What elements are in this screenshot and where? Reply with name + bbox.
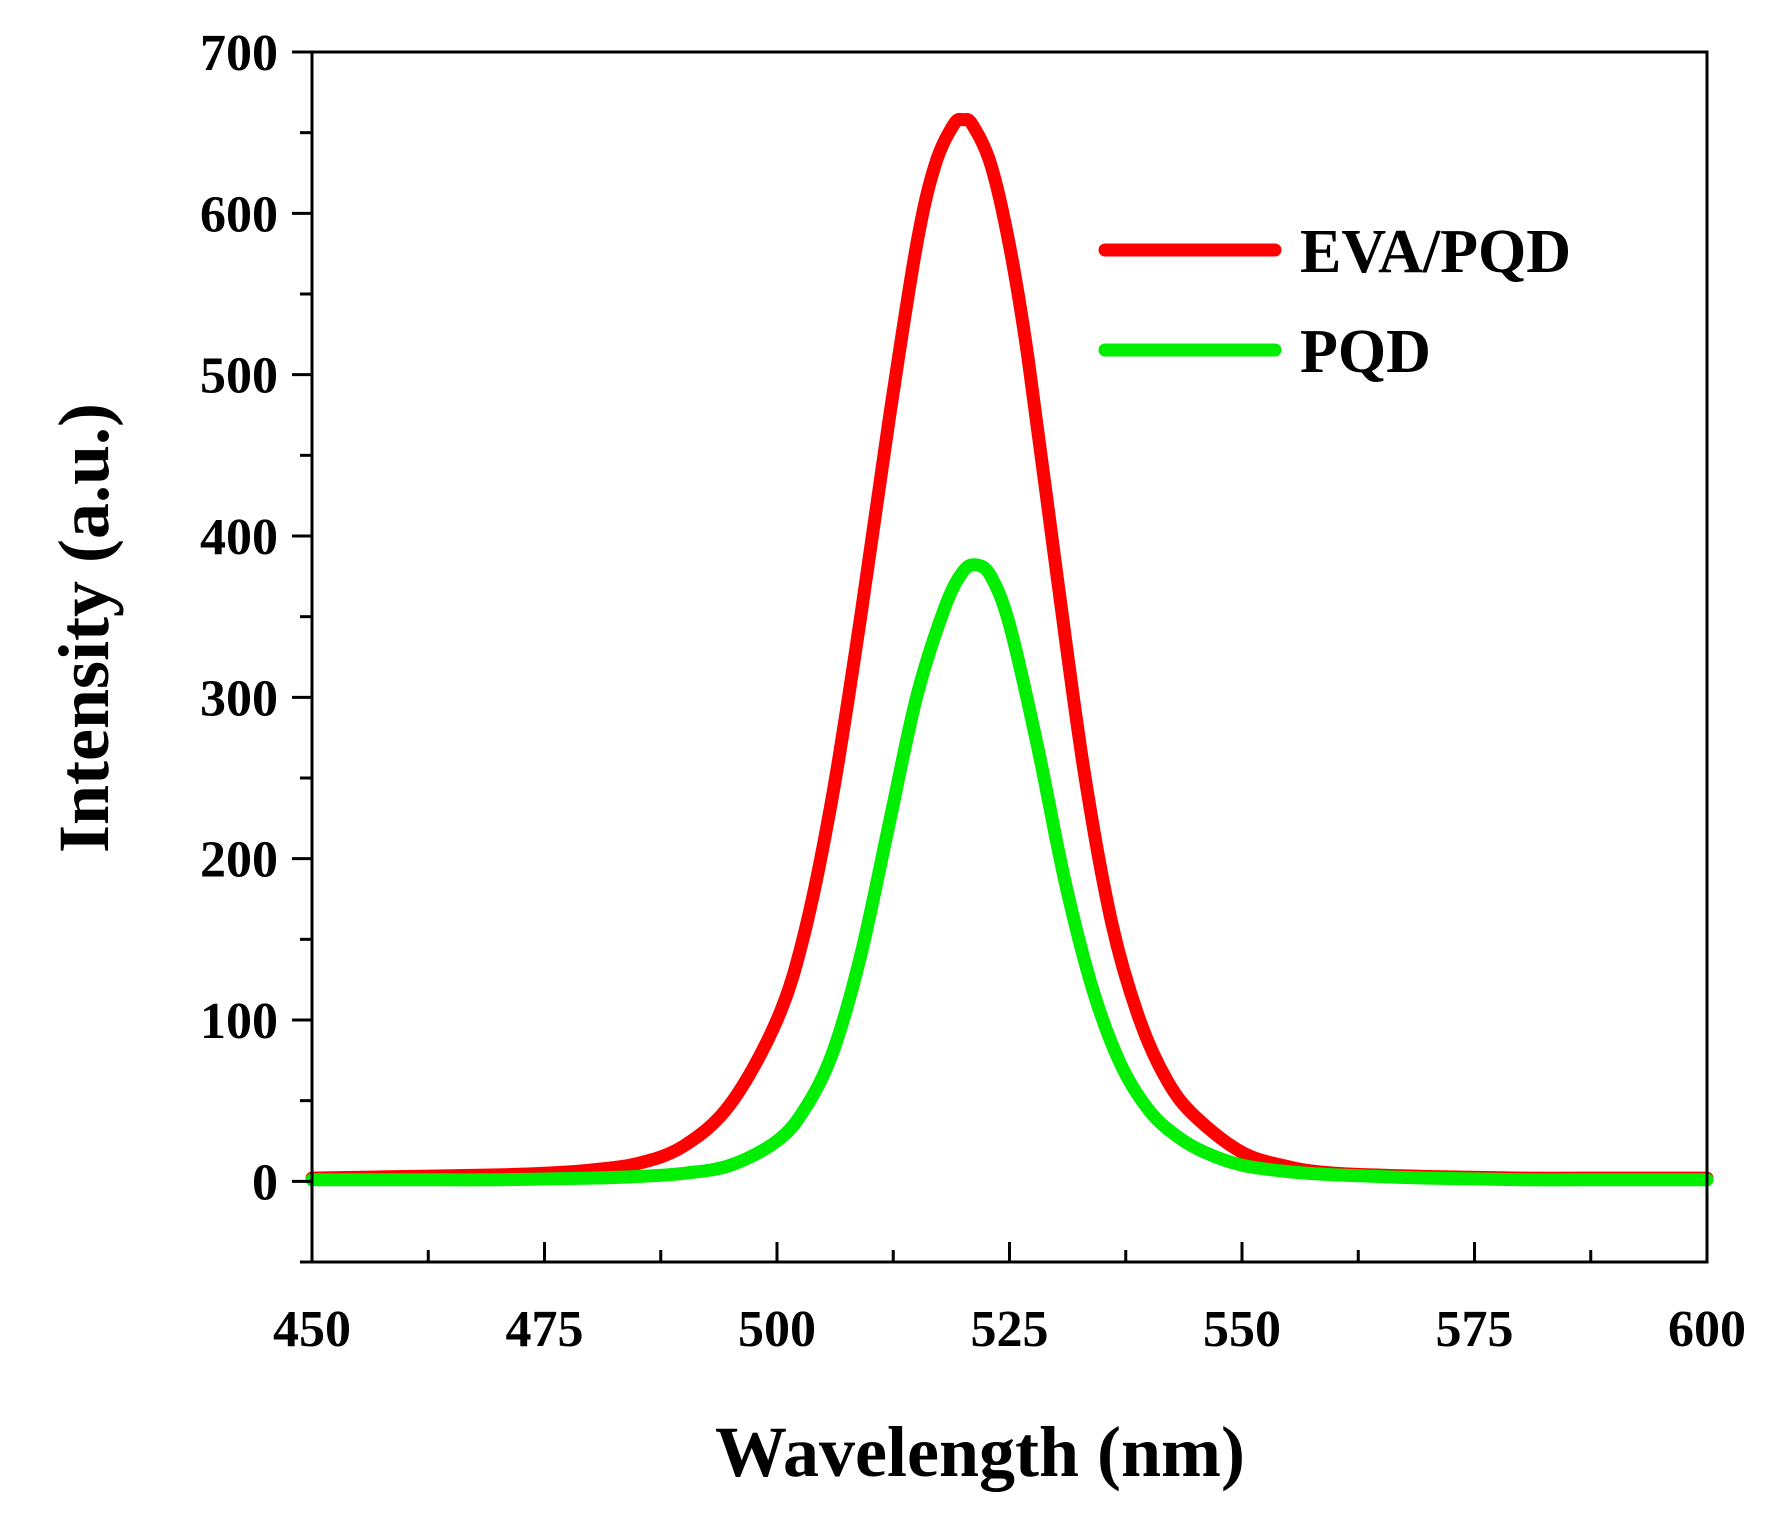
y-axis-title: Intensity (a.u.)	[44, 403, 124, 853]
legend-label-eva-pqd: EVA/PQD	[1300, 218, 1571, 286]
y-tick-label: 100	[200, 993, 278, 1050]
y-tick-label: 700	[200, 25, 278, 82]
x-axis-title: Wavelength (nm)	[715, 1412, 1245, 1492]
x-tick-label: 575	[1436, 1301, 1514, 1358]
legend: EVA/PQD PQD	[1098, 218, 1571, 386]
legend-label-pqd: PQD	[1300, 318, 1431, 386]
x-tick-label: 600	[1668, 1301, 1746, 1358]
series-line-pqd	[305, 558, 1714, 1187]
series-line-eva-pqd	[305, 112, 1714, 1185]
y-tick-label: 0	[252, 1154, 278, 1211]
x-tick-label: 450	[273, 1301, 351, 1358]
x-tick-label: 550	[1203, 1301, 1281, 1358]
y-tick-label: 200	[200, 832, 278, 889]
x-tick-label: 525	[971, 1301, 1049, 1358]
x-tick-label: 500	[738, 1301, 816, 1358]
y-tick-label: 600	[200, 186, 278, 243]
x-tick-label: 475	[506, 1301, 584, 1358]
y-tick-label: 400	[200, 509, 278, 566]
y-tick-label: 500	[200, 348, 278, 405]
y-tick-label: 300	[200, 670, 278, 727]
